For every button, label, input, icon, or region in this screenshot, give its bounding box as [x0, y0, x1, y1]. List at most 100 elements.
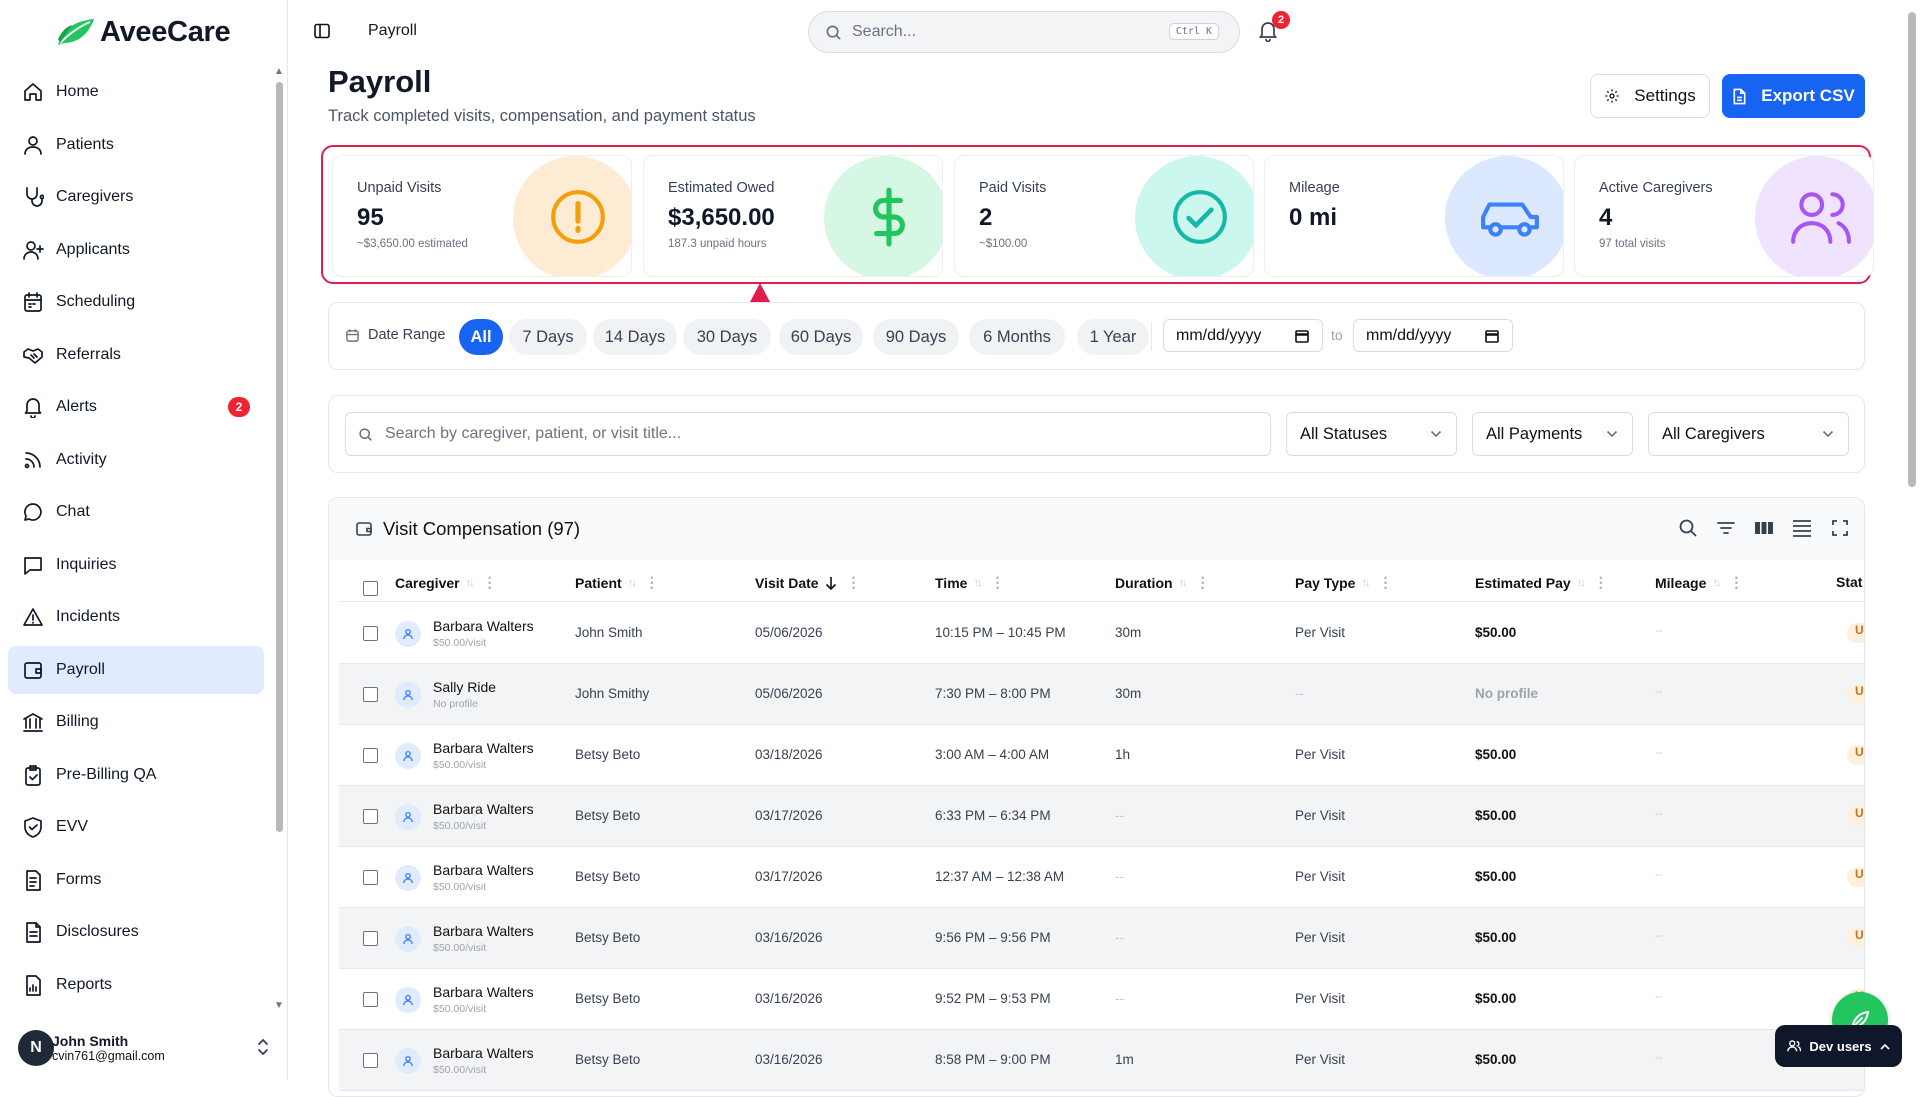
row-checkbox[interactable] [363, 870, 378, 885]
column-header-visit-date[interactable]: Visit Date ⋮ [755, 574, 861, 591]
sidebar-item-referrals[interactable]: Referrals [8, 331, 264, 379]
column-header-caregiver[interactable]: Caregiver ↑↓ ⋮ [395, 574, 497, 591]
sidebar-item-chat[interactable]: Chat [8, 488, 264, 536]
sort-icon[interactable]: ↑↓ [627, 576, 637, 589]
select-all-checkbox[interactable] [363, 581, 378, 596]
sidebar-item-applicants[interactable]: Applicants [8, 226, 264, 274]
caregiver-name[interactable]: Sally Ride [433, 679, 497, 695]
sidebar-item-forms[interactable]: Forms [8, 856, 264, 904]
notification-bell-icon[interactable] [1258, 20, 1278, 42]
sort-icon[interactable]: ↑↓ [1361, 576, 1370, 589]
table-row[interactable]: Barbara Walters $50.00/visit Betsy Beto … [339, 1030, 1864, 1091]
date-from-input[interactable]: mm/dd/yyyy [1163, 319, 1323, 352]
sidebar-item-payroll[interactable]: Payroll [8, 645, 264, 694]
row-checkbox[interactable] [363, 809, 378, 824]
page-scrollbar[interactable] [1908, 12, 1916, 487]
row-checkbox[interactable] [363, 748, 378, 763]
row-checkbox[interactable] [363, 931, 378, 946]
column-header-duration[interactable]: Duration ↑↓ ⋮ [1115, 574, 1210, 591]
sidebar-item-incidents[interactable]: Incidents [8, 593, 264, 641]
column-header-pay-type[interactable]: Pay Type ↑↓ ⋮ [1295, 574, 1392, 591]
dev-users-button[interactable]: Dev users [1775, 1025, 1902, 1067]
column-menu-icon[interactable]: ⋮ [990, 574, 1005, 590]
sort-icon[interactable]: ↑↓ [1712, 576, 1721, 589]
logo[interactable]: AveeCare [56, 14, 231, 50]
sidebar-scroll-up[interactable]: ▲ [274, 66, 284, 77]
column-menu-icon[interactable]: ⋮ [644, 574, 659, 590]
row-checkbox[interactable] [363, 992, 378, 1007]
caregiver-name[interactable]: Barbara Walters [433, 801, 534, 817]
column-menu-icon[interactable]: ⋮ [1729, 574, 1744, 590]
sidebar-item-home[interactable]: Home [8, 68, 264, 116]
column-menu-icon[interactable]: ⋮ [1195, 574, 1210, 590]
sort-icon[interactable]: ↑↓ [1576, 576, 1586, 589]
column-header-patient[interactable]: Patient ↑↓ ⋮ [575, 574, 659, 591]
table-row[interactable]: Barbara Walters $50.00/visit Betsy Beto … [339, 847, 1864, 908]
date-to-input[interactable]: mm/dd/yyyy [1353, 319, 1513, 352]
sidebar-item-scheduling[interactable]: Scheduling [8, 278, 264, 326]
table-row[interactable]: Barbara Walters $50.00/visit Betsy Beto … [339, 969, 1864, 1030]
sidebar-item-pre-billing-qa[interactable]: Pre-Billing QA [8, 751, 264, 799]
visit-search-input[interactable]: Search by caregiver, patient, or visit t… [345, 412, 1271, 456]
calendar-picker-icon[interactable] [1484, 328, 1500, 344]
date-pill-7-days[interactable]: 7 Days [509, 319, 587, 355]
column-header-mileage[interactable]: Mileage ↑↓ ⋮ [1655, 574, 1743, 591]
sidebar-scroll-down[interactable]: ▼ [274, 1000, 284, 1011]
date-pill-14-days[interactable]: 14 Days [593, 319, 677, 355]
date-pill-90-days[interactable]: 90 Days [873, 319, 959, 355]
table-row[interactable]: Barbara Walters $50.00/visit John Smith … [339, 603, 1864, 664]
date-pill-30-days[interactable]: 30 Days [683, 319, 771, 355]
sidebar-item-evv[interactable]: EVV [8, 803, 264, 851]
sidebar-item-billing[interactable]: Billing [8, 698, 264, 746]
table-row[interactable]: Barbara Walters $50.00/visit Betsy Beto … [339, 786, 1864, 847]
caregiver-name[interactable]: Barbara Walters [433, 862, 534, 878]
sidebar-item-alerts[interactable]: Alerts 2 [8, 383, 264, 431]
column-menu-icon[interactable]: ⋮ [482, 574, 497, 590]
sidebar-item-inquiries[interactable]: Inquiries [8, 541, 264, 589]
caregiver-name[interactable]: Barbara Walters [433, 923, 534, 939]
sidebar-item-disclosures[interactable]: Disclosures [8, 908, 264, 956]
sidebar-item-caregivers[interactable]: Caregivers [8, 173, 264, 221]
sidebar-toggle-icon[interactable] [313, 22, 331, 40]
user-menu[interactable]: N John Smith cvin761@gmail.com [18, 1024, 270, 1072]
sidebar-item-patients[interactable]: Patients [8, 121, 264, 169]
density-icon[interactable] [1792, 518, 1812, 538]
caregiver-name[interactable]: Barbara Walters [433, 984, 534, 1000]
sort-desc-icon[interactable] [825, 576, 837, 590]
fullscreen-icon[interactable] [1830, 518, 1850, 538]
date-pill-1-year[interactable]: 1 Year [1077, 319, 1149, 355]
status-select[interactable]: All Statuses [1286, 412, 1457, 456]
row-checkbox[interactable] [363, 626, 378, 641]
filter-icon[interactable] [1716, 518, 1736, 538]
sidebar-item-reports[interactable]: Reports [8, 961, 264, 1009]
column-menu-icon[interactable]: ⋮ [1378, 574, 1393, 590]
search-icon[interactable] [1678, 518, 1698, 538]
sort-icon[interactable]: ↑↓ [973, 576, 982, 589]
caregiver-select[interactable]: All Caregivers [1648, 412, 1849, 456]
column-header-stat[interactable]: Stat [1836, 574, 1862, 590]
column-menu-icon[interactable]: ⋮ [846, 574, 861, 590]
payment-select[interactable]: All Payments [1472, 412, 1633, 456]
column-menu-icon[interactable]: ⋮ [1593, 574, 1608, 590]
date-pill-60-days[interactable]: 60 Days [779, 319, 863, 355]
table-row[interactable]: Sally Ride No profile John Smithy 05/06/… [339, 664, 1864, 725]
global-search-input[interactable]: Search... Ctrl K [808, 11, 1240, 53]
sidebar-scrollbar[interactable] [276, 82, 283, 832]
calendar-picker-icon[interactable] [1294, 328, 1310, 344]
caregiver-name[interactable]: Barbara Walters [433, 1045, 534, 1061]
row-checkbox[interactable] [363, 1053, 378, 1068]
settings-button[interactable]: Settings [1590, 74, 1710, 118]
caregiver-name[interactable]: Barbara Walters [433, 618, 534, 634]
row-checkbox[interactable] [363, 687, 378, 702]
date-pill-all[interactable]: All [459, 319, 503, 355]
columns-icon[interactable] [1754, 518, 1774, 538]
sidebar-item-activity[interactable]: Activity [8, 436, 264, 484]
table-row[interactable]: Barbara Walters $50.00/visit Betsy Beto … [339, 725, 1864, 786]
sort-icon[interactable]: ↑↓ [1178, 576, 1188, 589]
sort-icon[interactable]: ↑↓ [465, 576, 475, 589]
table-row[interactable]: Barbara Walters $50.00/visit Betsy Beto … [339, 908, 1864, 969]
column-header-estimated-pay[interactable]: Estimated Pay ↑↓ ⋮ [1475, 574, 1608, 591]
export-csv-button[interactable]: Export CSV [1722, 74, 1865, 118]
caregiver-name[interactable]: Barbara Walters [433, 740, 534, 756]
column-header-time[interactable]: Time ↑↓ ⋮ [935, 574, 1004, 591]
